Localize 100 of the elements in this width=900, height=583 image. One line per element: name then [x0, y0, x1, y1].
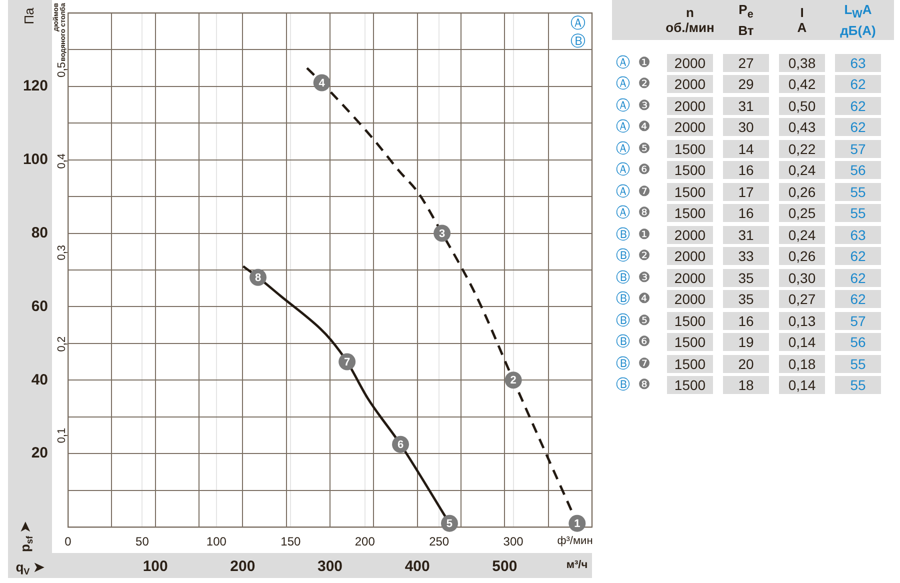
y-tick-label: Ⓑ ❺ [616, 312, 651, 328]
data-label: 57 [835, 140, 881, 158]
data-label: 62 [835, 247, 881, 266]
data-label: 16 [723, 161, 769, 180]
data-label: 56 [835, 333, 881, 352]
data-label: 0,26 [779, 182, 825, 201]
y-tick-label: Ⓐ ❼ [616, 182, 651, 199]
data-label: 1500 [667, 312, 713, 330]
annotation: Ⓑ [570, 33, 586, 50]
annotation: Ⓐ [570, 15, 586, 32]
x2-axis-title: м³/ч [566, 559, 588, 572]
data-label: 1500 [667, 140, 713, 158]
data-label: 0,14 [779, 376, 825, 394]
data-label: 20 [723, 354, 769, 373]
annotation: 5 [446, 518, 453, 530]
data-label: 62 [835, 75, 881, 94]
x-tick-label: 250 [429, 534, 450, 549]
data-label: 62 [835, 96, 881, 115]
data-label: 0,30 [779, 268, 825, 287]
y-tick-label: Ⓑ ❼ [616, 354, 651, 371]
text: psf ➤ [18, 521, 34, 552]
data-label: 1500 [667, 376, 713, 394]
data-label: 1500 [667, 204, 713, 222]
x-tick-label: L$_{W}$A дБ(A) [839, 2, 877, 38]
data-label: 1500 [667, 182, 713, 201]
data-label: 0,24 [779, 226, 825, 244]
annotation: 7 [344, 356, 350, 368]
y-tick-label: Ⓑ ❷ [616, 247, 651, 264]
data-label: 2000 [667, 54, 713, 72]
y-tick-label: Ⓑ ❻ [616, 333, 651, 350]
y-tick-label: 120 [22, 78, 48, 95]
data-label: 0,14 [779, 333, 825, 352]
data-label: 0,13 [779, 312, 825, 330]
annotation: 3 [439, 228, 446, 240]
y-tick-label: Ⓑ ❸ [616, 268, 651, 285]
y2-tick-label: 0,4 [56, 154, 68, 169]
x-tick-label: 50 [136, 534, 150, 549]
annotation: 1 [574, 518, 580, 530]
data-label: 0,42 [779, 75, 825, 94]
data-label: 16 [723, 204, 769, 222]
y2-tick-label: 0,5 [56, 62, 68, 78]
y-tick-label: Ⓐ ❺ [616, 140, 651, 156]
data-label: 35 [723, 290, 769, 308]
data-label: 31 [723, 226, 769, 244]
data-label: 14 [723, 140, 769, 158]
data-label: 62 [835, 290, 881, 308]
x-tick-label: 100 [206, 534, 227, 549]
y-tick-label: 20 [31, 444, 48, 462]
y-tick-label: Ⓐ ❸ [616, 96, 651, 113]
y-tick-label: Ⓑ ❽ [616, 376, 651, 392]
x2-tick-label: 100 [142, 558, 168, 576]
data-label: 0,22 [779, 140, 825, 158]
data-label: 62 [835, 118, 881, 136]
y-tick-label: Ⓐ ❻ [616, 161, 651, 178]
data-label: 63 [835, 226, 881, 244]
data-label: 56 [835, 161, 881, 180]
x-tick-label: 200 [354, 534, 376, 549]
data-label: 2000 [667, 247, 713, 266]
data-label: 55 [835, 182, 881, 201]
data-label: 0,43 [779, 118, 825, 136]
data-label: 0,38 [779, 54, 825, 72]
x2-tick-label: 400 [404, 558, 430, 576]
data-label: 57 [835, 312, 881, 330]
y-tick-label: 100 [22, 151, 48, 168]
annotation: 6 [397, 438, 404, 451]
data-label: 2000 [667, 290, 713, 308]
x-tick-label: n об./мин [664, 5, 716, 35]
x2-tick-label: 200 [230, 558, 256, 576]
data-label: 17 [723, 182, 769, 201]
x2-tick-label: 500 [492, 558, 518, 576]
y2-tick-label: 0,2 [56, 336, 68, 352]
y-tick-label: Ⓐ ❷ [616, 75, 651, 92]
data-label: 1500 [667, 333, 713, 352]
data-label: 2000 [667, 118, 713, 136]
y-tick-label: 60 [31, 298, 48, 315]
data-label: 2000 [667, 75, 713, 94]
data-label: 18 [723, 376, 769, 394]
data-label: 0,18 [779, 354, 825, 373]
data-label: 33 [723, 247, 769, 266]
y-axis-title: Па [22, 6, 37, 24]
data-label: 29 [723, 75, 769, 94]
data-label: 55 [835, 376, 881, 394]
data-label: 0,26 [779, 247, 825, 266]
x-tick-label: I A [796, 5, 808, 35]
x-tick-label: 0 [64, 534, 72, 549]
y-tick-label: Ⓐ ❶ [616, 54, 651, 70]
x-tick-label: 300 [503, 534, 524, 549]
annotation: 8 [254, 272, 262, 284]
data-label: 27 [723, 54, 769, 72]
y-tick-label: Ⓑ ❶ [616, 226, 651, 242]
data-label: 2000 [667, 96, 713, 115]
data-label: 55 [835, 204, 881, 222]
data-label: 62 [835, 268, 881, 287]
annotation: 4 [318, 77, 326, 90]
y-tick-label: Ⓐ ❹ [616, 118, 651, 134]
data-label: 31 [723, 96, 769, 115]
x-tick-label: 150 [280, 534, 301, 549]
data-label: 19 [723, 333, 769, 352]
data-label: 1500 [667, 161, 713, 180]
data-label: 55 [835, 354, 881, 373]
